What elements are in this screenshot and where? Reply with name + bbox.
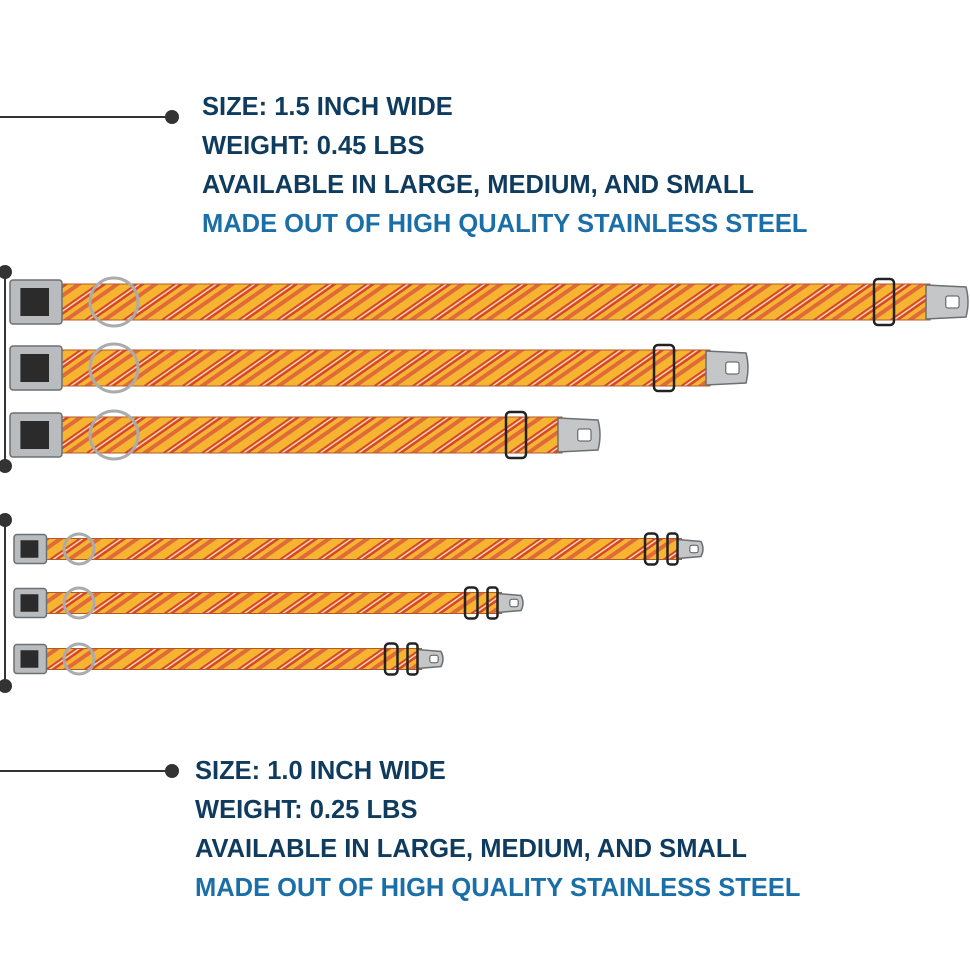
collar: [9, 276, 969, 328]
slider: [643, 532, 659, 566]
spec-line: MADE OUT OF HIGH QUALITY STAINLESS STEEL: [202, 210, 808, 238]
slider: [463, 586, 479, 620]
connector-lines: [0, 110, 179, 778]
d-ring: [88, 342, 140, 394]
strap: [57, 283, 931, 321]
spec-line: SIZE: 1.0 INCH WIDE: [195, 757, 446, 785]
latch-slot: [689, 544, 699, 554]
spec-line: WEIGHT: 0.25 LBS: [195, 796, 418, 824]
strap: [42, 538, 682, 560]
spec-line: SIZE: 1.5 INCH WIDE: [202, 93, 453, 121]
slider: [872, 277, 896, 327]
collar: [13, 532, 704, 566]
latch-slot: [429, 654, 439, 664]
d-ring: [62, 642, 96, 676]
strap: [57, 349, 711, 387]
spec-line: AVAILABLE IN LARGE, MEDIUM, AND SMALL: [195, 835, 747, 863]
strap: [42, 592, 502, 614]
collar: [13, 642, 444, 676]
d-ring: [62, 532, 96, 566]
collar: [13, 586, 524, 620]
buckle-logo: [20, 288, 49, 316]
slider: [666, 532, 679, 566]
latch-slot: [577, 428, 592, 442]
spec-block-wide: SIZE: 1.5 INCH WIDE WEIGHT: 0.45 LBS AVA…: [202, 88, 807, 244]
buckle-logo: [20, 421, 49, 449]
buckle-logo: [20, 594, 39, 612]
buckle-logo: [20, 650, 39, 668]
strap: [42, 648, 422, 670]
slider: [486, 586, 499, 620]
latch-slot: [509, 598, 519, 608]
collar: [9, 342, 749, 394]
buckle-logo: [20, 354, 49, 382]
slider: [652, 343, 676, 393]
buckle-logo: [20, 540, 39, 558]
spec-block-narrow: SIZE: 1.0 INCH WIDE WEIGHT: 0.25 LBS AVA…: [195, 752, 800, 908]
latch-slot: [945, 295, 960, 309]
d-ring: [88, 409, 140, 461]
slider: [504, 410, 528, 460]
strap: [57, 416, 563, 454]
d-ring: [88, 276, 140, 328]
spec-line: WEIGHT: 0.45 LBS: [202, 132, 425, 160]
spec-line: AVAILABLE IN LARGE, MEDIUM, AND SMALL: [202, 171, 754, 199]
collar: [9, 409, 601, 461]
spec-line: MADE OUT OF HIGH QUALITY STAINLESS STEEL: [195, 874, 801, 902]
slider: [406, 642, 419, 676]
latch-slot: [725, 361, 740, 375]
d-ring: [62, 586, 96, 620]
slider: [383, 642, 399, 676]
